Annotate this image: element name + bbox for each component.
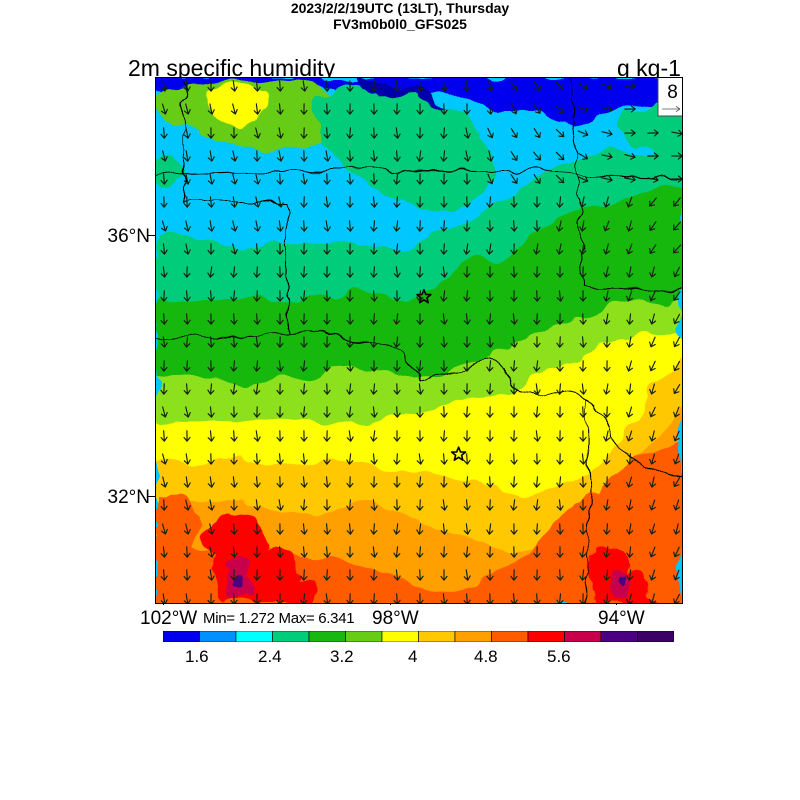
svg-text:8: 8	[667, 82, 678, 103]
